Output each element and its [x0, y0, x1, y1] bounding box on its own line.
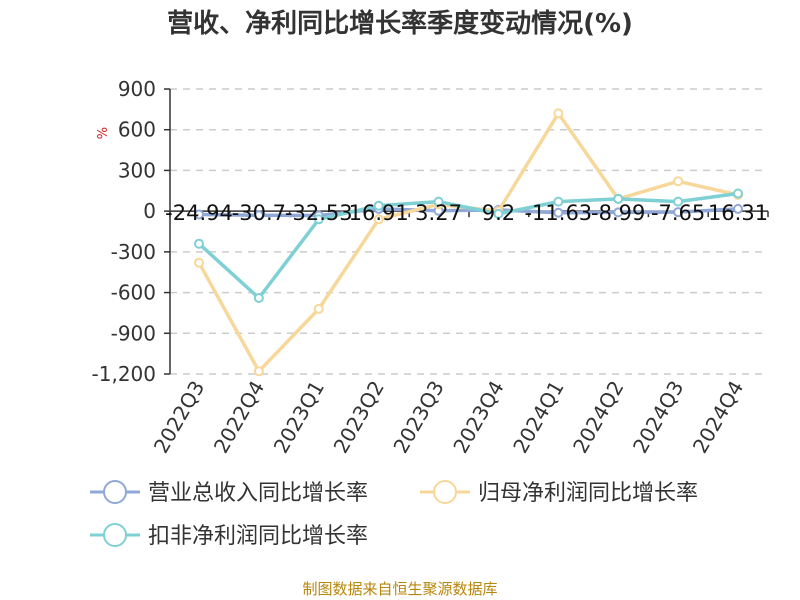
legend-label: 扣非净利润同比增长率 — [148, 524, 368, 549]
series-point — [253, 293, 264, 303]
series-point — [253, 210, 264, 221]
series-point — [673, 207, 684, 218]
series-point — [613, 207, 624, 218]
series-layer — [194, 108, 743, 377]
legend-label: 归母净利润同比增长率 — [478, 481, 698, 506]
grid — [170, 88, 768, 375]
y-tick-label: -900 — [111, 321, 156, 345]
series-point — [313, 214, 324, 225]
y-unit-label: % — [96, 127, 111, 139]
x-tick-label: 2024Q3 — [628, 377, 688, 458]
data-label: -32.53 — [285, 201, 353, 225]
data-label: 9.2 — [482, 201, 515, 225]
series-point — [553, 207, 564, 218]
y-tick-label: -1,200 — [92, 362, 156, 386]
y-tick-label: 900 — [118, 77, 156, 101]
legend-marker — [103, 523, 127, 547]
legend-marker — [103, 480, 127, 504]
y-tick-label: -600 — [111, 281, 156, 305]
series-point — [194, 257, 204, 268]
data-label: -24.94 — [165, 201, 233, 225]
series-line — [197, 191, 739, 300]
source-note: 制图数据来自恒生聚源数据库 — [302, 580, 497, 598]
legend-item: 营业总收入同比增长率 — [90, 480, 368, 506]
legend-item: 归母净利润同比增长率 — [420, 480, 698, 506]
series-point — [253, 366, 264, 377]
y-tick-label: 0 — [143, 199, 156, 223]
series-point — [553, 196, 564, 207]
data-label: -30.7 — [232, 201, 286, 225]
series-point — [373, 214, 384, 225]
data-label: 16.91 — [349, 201, 409, 225]
legend-item: 扣非净利润同比增长率 — [90, 523, 368, 549]
x-tick-label: 2023Q4 — [448, 377, 508, 458]
chart-title: 营收、净利同比增长率季度变动情况(%) — [167, 8, 633, 39]
data-label: 16.31 — [708, 201, 768, 225]
x-tick-label: 2022Q4 — [209, 377, 269, 458]
x-tick-label: 2023Q1 — [269, 377, 329, 458]
series-point — [673, 176, 684, 187]
data-label: 3.27 — [415, 201, 462, 225]
series-point — [673, 196, 684, 207]
y-tick-label: 300 — [118, 158, 156, 182]
series-line — [198, 207, 739, 218]
x-tick-label: 2023Q3 — [388, 377, 448, 458]
legend-label: 营业总收入同比增长率 — [148, 481, 368, 506]
y-tick-label: -300 — [111, 240, 156, 264]
series-point — [194, 209, 204, 220]
x-tick-label: 2023Q2 — [329, 377, 389, 458]
data-label: -7.65 — [651, 201, 705, 225]
data-label: -11.63 — [524, 201, 592, 225]
data-label: -8.99 — [591, 201, 645, 225]
x-tick-label: 2024Q1 — [508, 377, 568, 458]
series-point — [373, 200, 384, 211]
series-point — [493, 208, 504, 219]
series-point — [733, 203, 743, 214]
series-point — [613, 193, 624, 204]
series-point — [553, 108, 564, 119]
series-point — [194, 238, 204, 249]
series-point — [313, 303, 324, 314]
series-point — [733, 188, 743, 199]
legend-marker — [433, 480, 457, 504]
series-point — [433, 196, 444, 207]
x-tick-label: 2024Q2 — [568, 377, 628, 458]
x-tick-label: 2024Q4 — [688, 377, 748, 458]
x-tick-label: 2022Q3 — [149, 377, 209, 458]
y-tick-label: 600 — [118, 118, 156, 142]
